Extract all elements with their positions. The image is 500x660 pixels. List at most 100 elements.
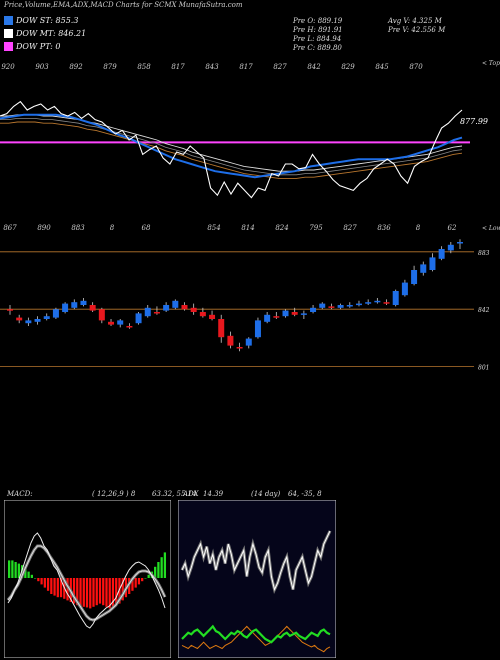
low-label: 883 [71, 224, 85, 232]
low-label: 836 [377, 224, 391, 232]
low-label: 890 [37, 224, 51, 232]
macd-histogram-bar [163, 552, 167, 578]
top-label: 920 [1, 63, 15, 71]
candle-body [392, 291, 399, 305]
adx-params: (14 day) [251, 490, 281, 498]
candle-body [319, 303, 326, 308]
chart-title: Price,Volume,EMA,ADX,MACD Charts for SCM… [4, 1, 243, 9]
low-label: 8 [416, 224, 421, 232]
candle-body [291, 312, 298, 315]
top-label: 903 [35, 63, 49, 71]
info-open: Pre O: 889.19 [293, 17, 343, 25]
macd-histogram-bar [105, 578, 108, 607]
macd-histogram-bar [134, 578, 137, 588]
ema-orange-line [0, 121, 463, 179]
macd-histogram-bar [147, 574, 150, 578]
candle-body [144, 307, 151, 317]
legend-dow-mt: DOW MT: 846.21 [4, 29, 86, 38]
ema-short-line [0, 113, 463, 179]
adx-value: 14.39 [203, 490, 224, 498]
candle-body [71, 302, 78, 308]
candle-body [218, 319, 225, 338]
legend-dow-pt: DOW PT: 0 [4, 42, 61, 51]
candle-body [190, 307, 197, 312]
macd-histogram-bar [76, 578, 79, 606]
candle-body [383, 302, 390, 304]
macd-histogram-bar [59, 578, 63, 598]
low-label: 827 [343, 224, 357, 232]
candle-body [337, 305, 344, 308]
macd-histogram-bar [66, 578, 69, 601]
macd-histogram-bar [50, 578, 53, 594]
macd-histogram-bar [20, 565, 24, 578]
adx-panel [178, 500, 336, 658]
macd-histogram-bar [111, 578, 115, 607]
low-label: 62 [448, 224, 457, 232]
low-label: 8 [110, 224, 115, 232]
info-avg-volume: Avg V: 4.325 M [388, 17, 442, 25]
macd-histogram-bar [154, 566, 157, 578]
legend-label: DOW ST: 855.3 [16, 16, 79, 25]
tops-label: < Tops [482, 60, 500, 67]
candle-body [117, 320, 124, 325]
low-label: 867 [3, 224, 17, 232]
info-prev-volume: Pre V: 42.556 M [388, 26, 446, 34]
macd-signal-line [7, 545, 166, 621]
candle-body [209, 314, 216, 319]
price-value-label: 877.99 [460, 117, 488, 126]
candle-body [355, 303, 362, 306]
top-label: 892 [69, 63, 83, 71]
candle-body [25, 320, 32, 324]
macd-histogram-bar [98, 578, 102, 604]
top-label: 829 [341, 63, 355, 71]
macd-panel [4, 500, 171, 658]
top-label: 858 [137, 63, 151, 71]
legend-swatch-magenta [4, 42, 13, 51]
macd-line [7, 532, 166, 629]
legend-swatch-blue [4, 16, 13, 25]
adx-orange-line [181, 625, 331, 653]
candle-body [420, 264, 427, 273]
candle-body [52, 309, 59, 318]
candle-body [172, 300, 179, 308]
top-label: 870 [409, 63, 423, 71]
macd-histogram-bar [79, 578, 82, 607]
top-label: 845 [375, 63, 389, 71]
candle-body [236, 347, 243, 349]
macd-histogram-bar [17, 563, 21, 578]
candle-body [98, 309, 105, 321]
price-level-label: 801 [478, 365, 489, 372]
macd-histogram-bar [160, 557, 163, 578]
macd-histogram-bar [43, 578, 46, 588]
low-label: 795 [309, 224, 323, 232]
macd-histogram-bar [56, 578, 59, 598]
price-level-label: 842 [478, 307, 490, 314]
macd-histogram-bar [121, 578, 124, 601]
macd-histogram-bar [131, 578, 134, 591]
macd-histogram-bar [72, 578, 76, 604]
candle-body [62, 303, 69, 312]
candle-body [328, 306, 335, 308]
macd-histogram-bar [33, 578, 37, 579]
price-level-label: 883 [478, 250, 490, 257]
macd-histogram-bar [92, 578, 95, 607]
candle-body [89, 305, 96, 311]
macd-histogram-bar [102, 578, 105, 606]
macd-histogram-bar [144, 578, 147, 579]
macd-histogram-bar [46, 578, 50, 591]
candle-body [254, 320, 261, 338]
candle-body [273, 316, 280, 318]
adx-green-line [181, 624, 331, 644]
info-close: Pre C: 889.80 [293, 44, 342, 52]
macd-histogram-bar [118, 578, 121, 604]
low-label: 854 [207, 224, 220, 232]
legend-label: DOW PT: 0 [16, 42, 61, 51]
candle-body [153, 312, 160, 314]
adx-label: ADX [183, 490, 199, 498]
low-label: 814 [241, 224, 254, 232]
info-low: Pre L: 884.94 [293, 35, 342, 43]
top-label: 879 [103, 63, 117, 71]
low-label: 68 [142, 224, 151, 232]
macd-histogram-bar [30, 574, 33, 578]
ema-long-line [0, 118, 463, 176]
